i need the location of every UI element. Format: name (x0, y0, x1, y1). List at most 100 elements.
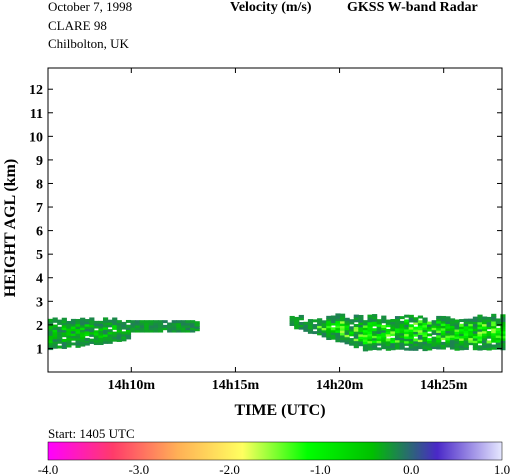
colorbar-tick-label: -1.0 (310, 462, 331, 476)
echo-cell (449, 346, 456, 350)
echo-cell (459, 335, 465, 339)
echo-cell (75, 335, 81, 339)
echo-cell (408, 317, 414, 321)
echo-cell (84, 321, 90, 325)
echo-cell (459, 319, 465, 323)
echo-cell (107, 333, 113, 337)
echo-cell (436, 339, 442, 343)
echo-cell (376, 321, 382, 325)
echo-cell (139, 322, 145, 326)
echo-cell (440, 320, 446, 324)
echo-cell (349, 338, 355, 342)
echo-cell (66, 320, 72, 324)
echo-cell (372, 328, 378, 332)
echo-cell (385, 347, 391, 351)
echo-cell (121, 324, 127, 328)
echo-cell (112, 317, 118, 321)
echo-cell (190, 329, 196, 333)
echo-cell (394, 316, 401, 320)
echo-cell (394, 334, 401, 338)
echo-cell (491, 313, 497, 317)
echo-cell (321, 329, 327, 333)
echo-cell (367, 331, 373, 335)
echo-cell (61, 320, 67, 324)
echo-cell (107, 329, 113, 333)
echo-cell (312, 331, 318, 335)
echo-cell (381, 317, 387, 321)
echo-cell (144, 324, 150, 328)
echo-cell (472, 321, 479, 325)
echo-cell (180, 320, 187, 324)
echo-cell (75, 330, 81, 334)
echo-cell (413, 333, 419, 337)
echo-cell (468, 339, 474, 343)
echo-cell (477, 338, 483, 342)
echo-cell (84, 328, 90, 332)
echo-cell (362, 327, 369, 331)
y-tick-label: 10 (29, 130, 43, 145)
echo-cell (408, 338, 414, 342)
echo-cell (335, 313, 341, 317)
echo-cell (486, 326, 492, 330)
echo-cell (52, 341, 58, 345)
echo-cell (66, 328, 72, 331)
echo-cell (307, 323, 314, 327)
echo-cell (385, 328, 391, 332)
echo-cell (381, 341, 387, 345)
echo-cell (381, 329, 387, 333)
echo-cell (353, 331, 359, 335)
echo-cell (449, 330, 456, 334)
echo-cell (93, 337, 99, 341)
echo-cell (454, 321, 460, 325)
echo-cell (417, 315, 424, 319)
echo-cell (482, 328, 488, 332)
echo-cell (417, 327, 424, 331)
echo-cell (431, 327, 437, 331)
echo-cell (468, 320, 474, 324)
echo-cell (61, 317, 67, 321)
echo-cell (445, 332, 451, 336)
echo-cell (326, 327, 332, 331)
echo-cell (445, 339, 451, 343)
echo-cell (102, 317, 109, 321)
echo-cell (376, 326, 382, 330)
echo-cell (449, 334, 456, 338)
echo-cell (381, 320, 387, 324)
echo-cell (367, 333, 373, 337)
echo-cell (431, 320, 437, 324)
echo-cell (339, 330, 346, 334)
echo-cell (70, 333, 77, 336)
echo-cell (408, 331, 414, 335)
echo-cell (463, 346, 469, 350)
echo-cell (413, 345, 419, 349)
echo-cell (431, 343, 437, 347)
echo-cell (135, 327, 141, 331)
echo-cell (486, 347, 492, 351)
echo-cell (102, 319, 109, 323)
echo-cell (84, 319, 90, 322)
echo-cell (436, 320, 442, 324)
echo-cell (367, 340, 373, 344)
echo-cell (454, 333, 460, 337)
colorbar-tick-label: -4.0 (38, 462, 59, 476)
echo-cell (303, 326, 309, 330)
echo-cell (339, 337, 346, 341)
echo-cell (394, 318, 401, 322)
echo-cell (84, 342, 90, 346)
echo-cell (321, 334, 327, 338)
echo-cell (381, 325, 387, 328)
echo-cell (404, 338, 410, 342)
echo-cell (385, 333, 391, 337)
echo-cell (422, 317, 428, 321)
echo-cell (157, 322, 164, 326)
echo-cell (125, 319, 132, 323)
echo-cell (190, 320, 196, 324)
echo-cell (185, 327, 191, 331)
echo-cell (70, 337, 77, 341)
echo-cell (61, 327, 67, 331)
echo-cell (431, 331, 437, 335)
echo-cell (180, 322, 187, 326)
echo-cell (372, 337, 378, 341)
echo-cell (112, 322, 118, 326)
echo-cell (367, 319, 373, 323)
